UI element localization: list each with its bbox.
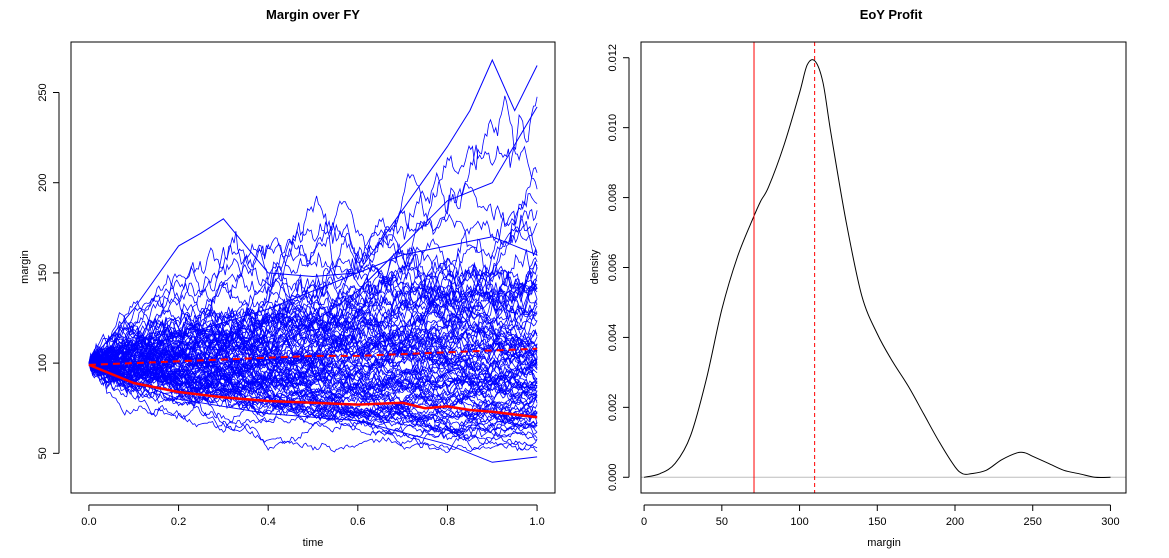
x-tick-label: 0.8 bbox=[440, 516, 455, 528]
y-tick-label: 0.002 bbox=[607, 394, 619, 422]
simulated-path bbox=[88, 295, 538, 399]
chart-title: Margin over FY bbox=[266, 7, 360, 22]
simulated-path bbox=[88, 200, 538, 365]
simulated-path bbox=[88, 357, 538, 453]
x-tick-label: 0.0 bbox=[81, 516, 96, 528]
x-tick-label: 0.4 bbox=[261, 516, 276, 528]
y-tick-label: 0.008 bbox=[607, 184, 619, 212]
x-tick-label: 50 bbox=[716, 516, 728, 528]
simulated-path bbox=[88, 298, 538, 408]
x-axis-label: margin bbox=[867, 537, 901, 549]
simulated-path bbox=[88, 297, 538, 376]
eoy-profit-chart: EoY Profit 0 50 100 150 200 250 300 0.000 0.002… bbox=[589, 7, 1127, 549]
simulated-path bbox=[88, 326, 538, 373]
simulated-path bbox=[88, 166, 538, 364]
y-tick-label: 250 bbox=[37, 83, 49, 101]
simulated-path bbox=[88, 315, 538, 421]
simulated-path bbox=[88, 334, 538, 391]
x-tick-label: 300 bbox=[1101, 516, 1119, 528]
y-tick-label: 0.004 bbox=[607, 324, 619, 352]
y-tick-label: 150 bbox=[37, 264, 49, 282]
sample-path bbox=[88, 58, 538, 364]
simulated-path bbox=[88, 144, 538, 385]
simulated-path bbox=[88, 341, 538, 402]
x-tick-label: 150 bbox=[868, 516, 886, 528]
y-tick-label: 200 bbox=[37, 174, 49, 192]
sample-path bbox=[88, 218, 538, 364]
mean-path-line bbox=[88, 347, 538, 366]
y-axis-label: density bbox=[589, 249, 601, 284]
simulated-path bbox=[88, 195, 538, 379]
x-axis: 0.0 0.2 0.4 0.6 0.8 1.0 bbox=[81, 504, 545, 528]
simulated-path bbox=[88, 285, 538, 376]
simulated-path bbox=[88, 355, 538, 441]
x-tick-label: 0 bbox=[641, 516, 647, 528]
simulated-path bbox=[88, 330, 538, 419]
sample-path bbox=[88, 106, 538, 373]
y-tick-label: 0.006 bbox=[607, 254, 619, 282]
y-tick-label: 0.010 bbox=[607, 114, 619, 142]
plot-frame bbox=[70, 41, 556, 494]
simulated-path bbox=[88, 262, 538, 379]
simulated-paths bbox=[88, 58, 538, 463]
y-tick-label: 50 bbox=[37, 447, 49, 459]
x-tick-label: 0.6 bbox=[350, 516, 365, 528]
x-tick-label: 100 bbox=[790, 516, 808, 528]
simulated-path bbox=[88, 284, 538, 364]
x-tick-label: 250 bbox=[1024, 516, 1042, 528]
margin-over-fy-chart: Margin over FY 0.0 0.2 0.4 0.6 0.8 1.0 50 100 1… bbox=[19, 7, 556, 549]
x-axis-label: time bbox=[303, 537, 324, 549]
sample-path bbox=[88, 362, 538, 463]
y-tick-label: 0.012 bbox=[607, 44, 619, 72]
lower-quantile-line bbox=[88, 363, 538, 419]
y-axis-label: margin bbox=[19, 250, 31, 284]
y-tick-label: 0.000 bbox=[607, 464, 619, 492]
x-tick-label: 0.2 bbox=[171, 516, 186, 528]
simulated-path bbox=[88, 265, 538, 376]
y-axis: 0.000 0.002 0.004 0.006 0.008 0.010 0.012 bbox=[607, 44, 630, 492]
simulated-path bbox=[88, 343, 538, 393]
x-axis: 0 50 100 150 200 250 300 bbox=[641, 504, 1120, 528]
simulated-path bbox=[88, 358, 538, 431]
chart-title: EoY Profit bbox=[860, 7, 923, 22]
x-tick-label: 1.0 bbox=[529, 516, 544, 528]
x-tick-label: 200 bbox=[946, 516, 964, 528]
simulated-path bbox=[88, 325, 538, 402]
density-curve bbox=[643, 59, 1111, 479]
plot-frame bbox=[640, 41, 1127, 494]
y-axis: 50 100 150 200 250 bbox=[37, 83, 60, 459]
y-tick-label: 100 bbox=[37, 354, 49, 372]
simulated-path bbox=[88, 362, 538, 453]
